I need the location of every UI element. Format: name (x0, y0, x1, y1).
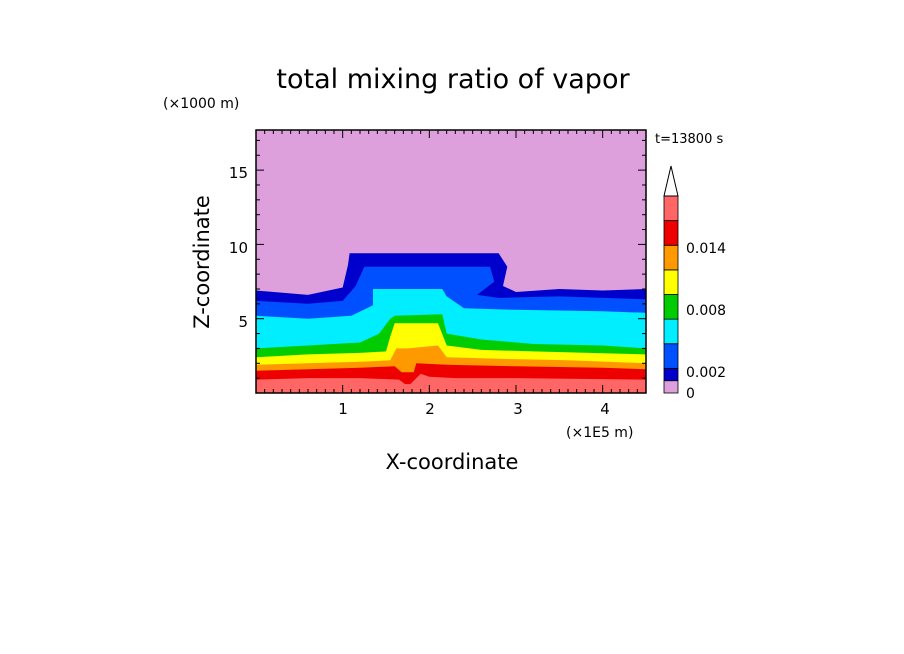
colorbar-extend-triangle (663, 165, 679, 197)
colorbar-swatch-2 (663, 343, 679, 369)
x-unit-label: (×1E5 m) (566, 425, 633, 441)
time-label: t=13800 s (655, 132, 723, 147)
y-tick-label-15: 15 (229, 164, 248, 182)
x-tick-label-1: 1 (338, 400, 348, 418)
colorbar-label-0.002: 0.002 (686, 365, 726, 381)
colorbar (663, 165, 679, 394)
colorbar-swatch-1 (663, 367, 679, 382)
y-tick-label-10: 10 (229, 239, 248, 257)
colorbar-label-0.014: 0.014 (686, 241, 726, 257)
axis-ticks (255, 130, 647, 394)
contour-fill-area (256, 130, 646, 393)
x-tick-label-3: 3 (513, 400, 523, 418)
contour-band-8 (256, 373, 646, 393)
colorbar-label-0.008: 0.008 (686, 303, 726, 319)
colorbar-label-0: 0 (686, 386, 695, 402)
colorbar-swatch-8 (663, 195, 679, 222)
x-axis-label: X-coordinate (386, 450, 519, 474)
x-tick-label-2: 2 (425, 400, 435, 418)
plot-frame (255, 129, 647, 394)
colorbar-swatch-6 (663, 244, 679, 271)
colorbar-swatch-7 (663, 220, 679, 246)
x-tick-label-4: 4 (600, 400, 610, 418)
colorbar-swatch-4 (663, 294, 679, 320)
y-tick-label-5: 5 (238, 313, 248, 331)
y-axis-label: Z-coordinate (190, 195, 214, 329)
chart-title: total mixing ratio of vapor (276, 64, 630, 95)
colorbar-swatch-3 (663, 318, 679, 345)
colorbar-swatch-5 (663, 269, 679, 295)
colorbar-swatch-0 (663, 380, 679, 394)
y-unit-label: (×1000 m) (163, 96, 239, 112)
